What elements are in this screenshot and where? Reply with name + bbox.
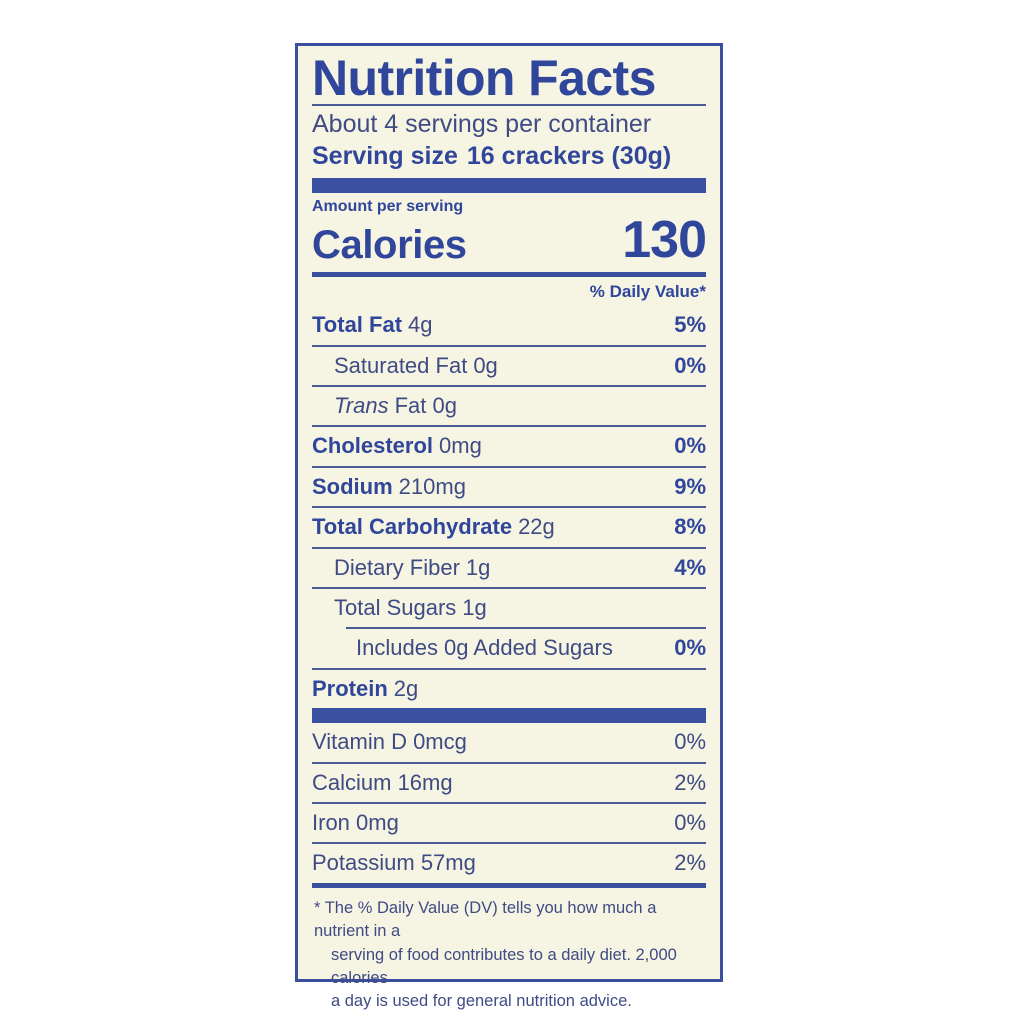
nutrient-label: Total Fat 4g	[312, 312, 433, 338]
nutrient-amount: 0mg	[439, 433, 482, 459]
nutrient-label: Includes 0g Added Sugars	[356, 635, 613, 661]
micronutrient-row: Potassium 57mg 2%	[312, 844, 706, 882]
nutrient-amount: 22g	[518, 514, 555, 540]
divider-nutrient-row	[312, 667, 706, 670]
nutrient-name: Total Fat	[312, 312, 403, 338]
servings-per-container: About 4 servings per container	[312, 110, 652, 138]
nutrient-amount: 1g	[462, 595, 487, 621]
nutrient-row: Total Fat 4g 5%	[312, 306, 706, 344]
micronutrient-name: Iron 0mg	[312, 809, 399, 835]
nutrient-label: Total Sugars 1g	[334, 595, 487, 621]
micronutrient-name: Vitamin D 0mcg	[312, 729, 467, 755]
divider-micronutrient-row	[312, 801, 706, 804]
divider-nutrient-row	[312, 344, 706, 347]
micronutrient-row: Calcium 16mg 2%	[312, 764, 706, 802]
micronutrient-row: Iron 0mg 0%	[312, 804, 706, 842]
nutrient-label: Dietary Fiber 1g	[334, 555, 490, 581]
divider-nutrient-row	[312, 465, 706, 468]
nutrient-name: Protein	[312, 675, 388, 701]
divider-nutrient-row	[312, 385, 706, 388]
nutrient-daily-value: 5%	[674, 312, 706, 338]
nutrient-name: Saturated Fat	[334, 352, 468, 378]
page-title: Nutrition Facts	[312, 50, 656, 106]
daily-value-header: % Daily Value*	[589, 281, 706, 301]
micronutrient-daily-value: 2%	[674, 850, 706, 876]
nutrient-daily-value: 0%	[674, 433, 706, 459]
nutrition-facts-panel: Nutrition Facts About 4 servings per con…	[295, 43, 723, 1010]
nutrient-daily-value: 9%	[674, 473, 706, 499]
divider-under-calories	[312, 271, 706, 277]
divider-under-title	[312, 104, 706, 106]
micronutrient-row: Vitamin D 0mcg 0%	[312, 723, 706, 761]
nutrient-row: Saturated Fat 0g 0%	[312, 347, 706, 385]
divider-micronutrient-row	[312, 761, 706, 764]
nutrient-label: Cholesterol 0mg	[312, 433, 482, 459]
divider-nutrient-row	[312, 506, 706, 509]
divider-above-footnote	[312, 882, 706, 888]
nutrient-row: Sodium 210mg 9%	[312, 468, 706, 506]
nutrient-label: Total Carbohydrate 22g	[312, 514, 555, 540]
nutrient-row: Total Sugars 1g	[312, 589, 706, 627]
micronutrient-daily-value: 0%	[674, 729, 706, 755]
nutrient-name: Sodium	[312, 473, 393, 499]
micronutrient-daily-value: 0%	[674, 809, 706, 835]
divider-nutrient-row	[312, 425, 706, 428]
nutrient-label: Trans Fat 0g	[334, 393, 457, 419]
nutrient-amount: Fat 0g	[394, 393, 457, 419]
nutrient-row: Includes 0g Added Sugars 0%	[312, 629, 706, 667]
nutrient-amount: 2g	[393, 675, 419, 701]
nutrient-row: Cholesterol 0mg 0%	[312, 427, 706, 465]
divider-nutrient-row	[312, 546, 706, 549]
nutrient-name: Total Sugars	[334, 595, 457, 621]
calories-value: 130	[622, 210, 707, 269]
nutrient-list: Total Fat 4g 5% Saturated Fat 0g 0% Trans Fat 0…	[312, 306, 706, 708]
nutrient-row: Dietary Fiber 1g 4%	[312, 549, 706, 587]
serving-size-label: Serving size	[312, 141, 458, 170]
calories-row: Calories 130	[312, 210, 707, 269]
calories-label: Calories	[312, 222, 467, 267]
nutrient-amount: 4g	[408, 312, 433, 338]
nutrient-label: Saturated Fat 0g	[334, 353, 498, 379]
nutrient-daily-value: 0%	[674, 635, 706, 661]
daily-value-footnote: * The % Daily Value (DV) tells you how m…	[312, 888, 706, 1014]
divider-micronutrient-row	[312, 842, 706, 845]
nutrient-name: Total Carbohydrate	[312, 514, 513, 540]
micronutrient-daily-value: 2%	[674, 769, 706, 795]
nutrient-name: Dietary Fiber	[334, 554, 460, 580]
nutrient-amount: 1g	[465, 554, 491, 580]
amount-per-serving-label: Amount per serving	[312, 198, 464, 215]
nutrient-label: Protein 2g	[312, 676, 418, 702]
nutrient-name: Cholesterol	[312, 433, 434, 459]
divider-nutrient-row	[346, 627, 706, 630]
nutrient-daily-value: 8%	[674, 514, 706, 540]
nutrient-row: Protein 2g	[312, 670, 706, 708]
serving-size-row: Serving size 16 crackers (30g)	[312, 141, 706, 172]
micronutrient-list: Vitamin D 0mcg 0% Calcium 16mg 2% Iron 0mg 0%…	[312, 723, 706, 883]
nutrient-name: Trans	[334, 393, 389, 419]
nutrient-name: Includes 0g Added Sugars	[356, 635, 613, 661]
nutrient-daily-value: 0%	[674, 352, 706, 378]
nutrient-label: Sodium 210mg	[312, 474, 466, 500]
nutrient-amount: 210mg	[398, 473, 466, 499]
micronutrient-name: Calcium 16mg	[312, 769, 453, 795]
divider-nutrient-row	[312, 587, 706, 590]
nutrient-daily-value: 4%	[674, 554, 706, 580]
nutrient-row: Total Carbohydrate 22g 8%	[312, 508, 706, 546]
footnote-line: a day is used for general nutrition advi…	[331, 992, 632, 1011]
footnote-line: * The % Daily Value (DV) tells you how m…	[314, 898, 657, 941]
serving-size-value: 16 crackers (30g)	[466, 141, 672, 170]
divider-thick-micronutrients	[312, 708, 706, 724]
nutrient-amount: 0g	[473, 352, 498, 378]
micronutrient-name: Potassium 57mg	[312, 850, 476, 876]
footnote-line: serving of food contributes to a daily d…	[331, 945, 677, 988]
nutrient-row: Trans Fat 0g	[312, 387, 706, 425]
divider-thick-top	[312, 178, 706, 193]
